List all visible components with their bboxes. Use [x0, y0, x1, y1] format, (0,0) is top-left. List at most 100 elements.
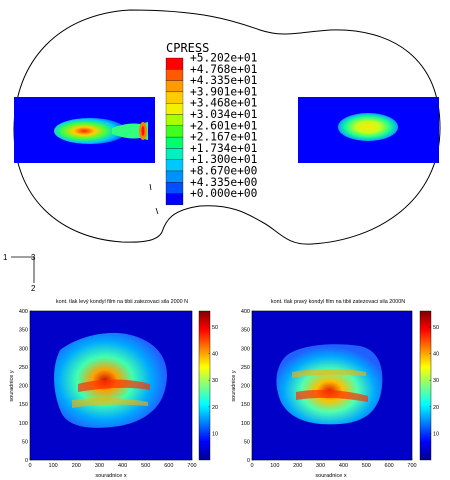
- y-tick-label: 300: [241, 346, 250, 352]
- plot-right-pressure-blob: [276, 344, 383, 425]
- x-tick-label: 400: [118, 463, 127, 469]
- plot-right-ticks: 0 100 200 300 400 500 600 700 0 50 100 150 200 250 300…: [241, 309, 417, 469]
- colorbar-tick-label: 20: [212, 405, 218, 411]
- pressure-plot-left: kont. tlak levý kondyl film na tibii zat…: [9, 299, 218, 479]
- colorbar-tick-label: 40: [433, 352, 439, 358]
- legend-swatch: [165, 136, 184, 149]
- legend-swatch: [165, 182, 184, 194]
- plot-right-colorbar-ticks: 10 20 30 40 50: [429, 325, 439, 437]
- x-tick-label: 600: [385, 463, 394, 469]
- legend-swatch: [165, 69, 184, 81]
- colorbar-tick-label: 20: [433, 405, 439, 411]
- legend-swatch: [165, 80, 184, 93]
- triad-label-1: 1: [3, 253, 8, 262]
- triad-label-2: 2: [31, 284, 36, 293]
- plot-right-xlabel: souradnice x: [315, 473, 346, 479]
- plot-left-ylabel: souradnice y: [9, 370, 15, 401]
- y-tick-label: 300: [19, 346, 28, 352]
- colorbar-tick-label: 10: [212, 431, 218, 437]
- y-tick-label: 350: [241, 328, 250, 334]
- triad-label-3: 3: [31, 253, 36, 262]
- legend-value: +3.034e+01: [190, 108, 257, 121]
- legend-value: +3.901e+01: [190, 85, 257, 98]
- x-tick-label: 100: [49, 463, 58, 469]
- y-tick-label: 0: [247, 458, 250, 464]
- pressure-plot-right: kont. tlak pravý kondyl film na tibii za…: [231, 299, 439, 479]
- x-tick-label: 0: [28, 463, 31, 469]
- colorbar-tick-label: 30: [433, 378, 439, 384]
- y-tick-label: 150: [19, 402, 28, 408]
- plot-left-colorbar: [198, 310, 211, 461]
- legend-title: CPRESS: [166, 41, 209, 55]
- x-tick-label: 700: [407, 463, 416, 469]
- y-tick-label: 100: [19, 421, 28, 427]
- colorbar-tick-label: 30: [212, 378, 218, 384]
- x-tick-label: 200: [72, 463, 81, 469]
- plot-right-hot-band: [296, 389, 368, 402]
- y-tick-label: 400: [19, 309, 28, 315]
- y-tick-label: 100: [241, 421, 250, 427]
- contact-zone-left-edge-core: [141, 126, 145, 136]
- legend-swatch: [165, 114, 184, 126]
- legend-swatch: [165, 148, 184, 160]
- contact-zone-left-tail: [112, 122, 148, 140]
- x-tick-label: 700: [187, 463, 196, 469]
- colorbar-tick-label: 40: [212, 352, 218, 358]
- x-tick-label: 600: [164, 463, 173, 469]
- legend-value: +4.768e+01: [190, 63, 257, 76]
- y-tick-label: 200: [19, 384, 28, 390]
- legend-value: +3.468e+01: [190, 97, 257, 110]
- legend-swatch: [165, 91, 184, 104]
- colorbar-tick-label: 50: [212, 325, 218, 331]
- legend-value: +1.300e+01: [190, 153, 257, 166]
- y-tick-label: 150: [241, 402, 250, 408]
- legend-value: +2.167e+01: [190, 131, 257, 144]
- legend-value: +0.000e+00: [190, 187, 258, 200]
- legend-value: +4.335e+01: [190, 74, 257, 87]
- x-tick-label: 300: [95, 463, 104, 469]
- legend-swatch: [165, 103, 184, 115]
- plot-right-ylabel: souradnice y: [231, 370, 237, 401]
- plot-left-ticks: 0 100 200 300 400 500 600 700 0 50 100 150 200 250 300…: [19, 309, 197, 469]
- plot-right-title: kont. tlak pravý kondyl film na tibii za…: [271, 299, 405, 305]
- legend-swatch: [165, 170, 184, 183]
- plot-left-colorbar-ticks: 10 20 30 40 50: [208, 325, 218, 437]
- legend-value: +8.670e+00: [190, 165, 258, 178]
- x-tick-label: 500: [141, 463, 150, 469]
- x-tick-label: 400: [339, 463, 348, 469]
- tibia-outline: [13, 9, 441, 245]
- y-tick-label: 400: [241, 309, 250, 315]
- legend-swatch: [165, 57, 184, 70]
- mesh-mark: [149, 183, 159, 215]
- legend-swatch: [165, 159, 184, 172]
- plot-right-colorbar: [419, 310, 432, 461]
- legend-value: +5.202e+01: [190, 52, 257, 65]
- y-tick-label: 50: [244, 439, 250, 445]
- axis-triad: 1 3 2: [3, 253, 36, 293]
- contact-zone-left: [54, 118, 126, 144]
- legend-swatch: [165, 125, 184, 138]
- x-tick-label: 500: [362, 463, 371, 469]
- y-tick-label: 200: [241, 384, 250, 390]
- legend-value: +4.335e+00: [190, 176, 258, 189]
- plot-left-warm-band: [72, 397, 148, 408]
- x-tick-label: 300: [316, 463, 325, 469]
- colorbar-tick-label: 50: [433, 325, 439, 331]
- legend-labels: +5.202e+01+4.768e+01+4.335e+01+3.901e+01…: [190, 52, 258, 201]
- y-tick-label: 350: [19, 328, 28, 334]
- legend-value: +1.734e+01: [190, 142, 257, 155]
- x-tick-label: 200: [293, 463, 302, 469]
- y-tick-label: 250: [19, 365, 28, 371]
- y-tick-label: 250: [241, 365, 250, 371]
- contact-zone-right: [338, 113, 398, 141]
- plot-right-warm-band: [292, 369, 366, 378]
- plot-left-hot-band: [78, 379, 150, 392]
- x-tick-label: 0: [250, 463, 253, 469]
- legend-value: +2.601e+01: [190, 119, 257, 132]
- plot-left-title: kont. tlak levý kondyl film na tibii zat…: [56, 299, 188, 305]
- legend-swatch: [165, 193, 184, 206]
- legend-swatches: [165, 57, 184, 206]
- y-tick-label: 0: [25, 458, 28, 464]
- y-tick-label: 50: [22, 439, 28, 445]
